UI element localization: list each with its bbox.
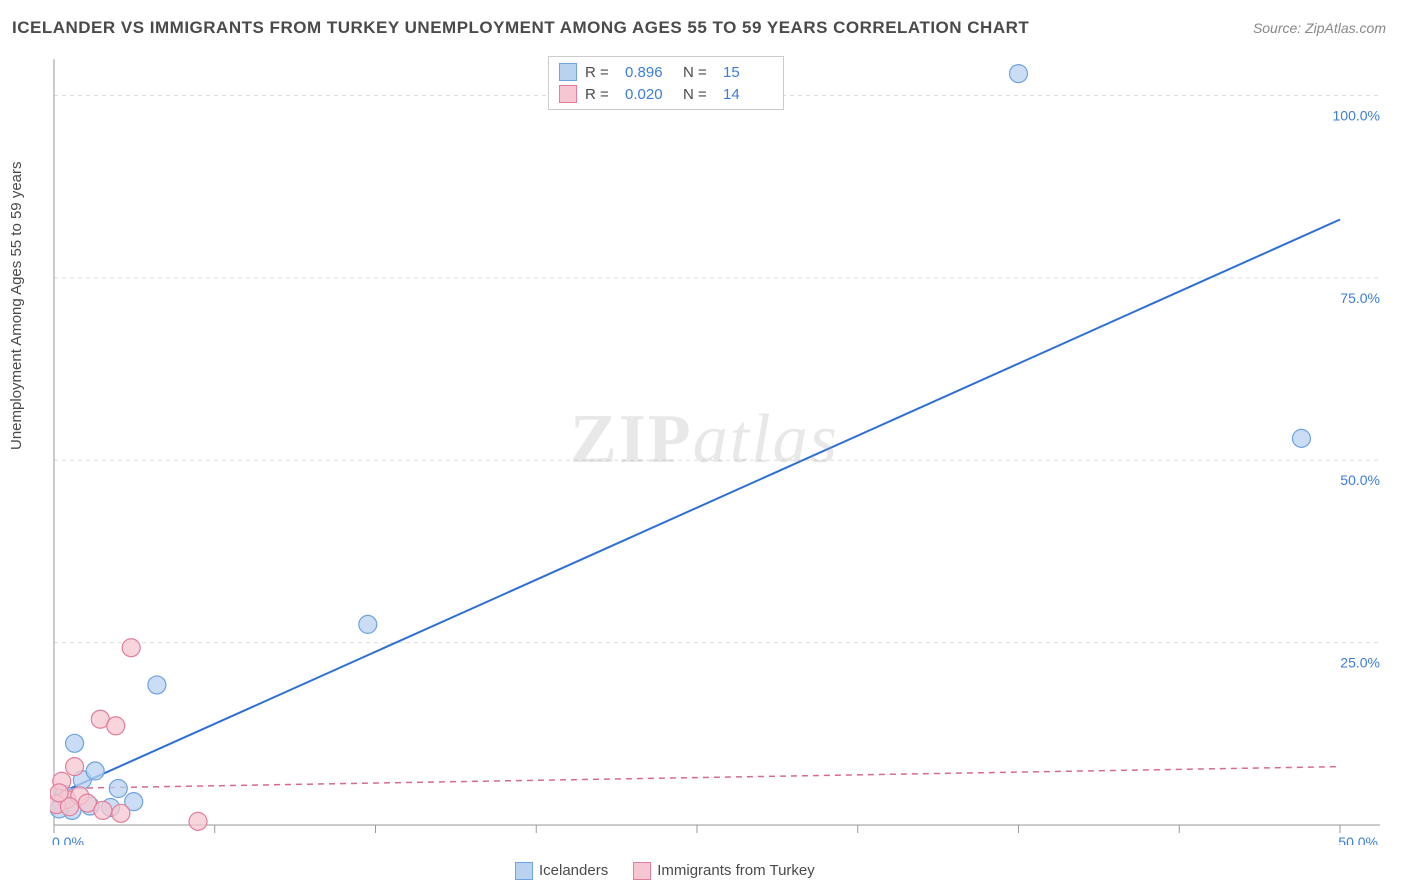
legend-swatch (559, 85, 577, 103)
correlation-legend: R = 0.896 N = 15 R = 0.020 N = 14 (548, 56, 784, 110)
data-point (66, 758, 84, 776)
data-point (122, 639, 140, 657)
legend-r-value: 0.896 (625, 64, 675, 81)
data-point (66, 734, 84, 752)
data-point (112, 804, 130, 822)
legend-n-value: 14 (723, 86, 773, 103)
legend-swatch (559, 63, 577, 81)
y-tick-label: 100.0% (1333, 107, 1380, 123)
legend-n-label: N = (683, 86, 715, 103)
series-legend: Icelanders Immigrants from Turkey (515, 862, 815, 880)
legend-row: R = 0.020 N = 14 (559, 83, 773, 105)
x-tick-label: 50.0% (1338, 834, 1378, 845)
data-point (109, 780, 127, 798)
data-point (1292, 429, 1310, 447)
watermark: ZIPatlas (570, 400, 839, 480)
data-point (359, 615, 377, 633)
legend-label: Icelanders (539, 862, 608, 879)
legend-r-label: R = (585, 64, 617, 81)
legend-swatch (633, 862, 651, 880)
y-tick-label: 50.0% (1340, 472, 1380, 488)
legend-n-value: 15 (723, 64, 773, 81)
legend-n-label: N = (683, 64, 715, 81)
data-point (189, 812, 207, 830)
y-tick-label: 75.0% (1340, 290, 1380, 306)
legend-swatch (515, 862, 533, 880)
regression-line (54, 219, 1340, 795)
data-point (94, 801, 112, 819)
data-point (50, 784, 68, 802)
x-tick-label: 0.0% (52, 834, 84, 845)
chart-title: ICELANDER VS IMMIGRANTS FROM TURKEY UNEM… (12, 18, 1029, 38)
legend-row: R = 0.896 N = 15 (559, 61, 773, 83)
data-point (148, 676, 166, 694)
regression-line (54, 767, 1340, 789)
legend-r-value: 0.020 (625, 86, 675, 103)
legend-item: Icelanders (515, 862, 608, 880)
data-point (107, 717, 125, 735)
y-tick-label: 25.0% (1340, 655, 1380, 671)
data-point (1010, 65, 1028, 83)
watermark-atlas: atlas (693, 401, 839, 478)
legend-r-label: R = (585, 86, 617, 103)
watermark-zip: ZIP (570, 401, 693, 478)
y-axis-label: Unemployment Among Ages 55 to 59 years (8, 161, 25, 450)
legend-item: Immigrants from Turkey (633, 862, 815, 880)
source-label: Source: ZipAtlas.com (1253, 20, 1386, 36)
legend-label: Immigrants from Turkey (657, 862, 815, 879)
data-point (86, 762, 104, 780)
